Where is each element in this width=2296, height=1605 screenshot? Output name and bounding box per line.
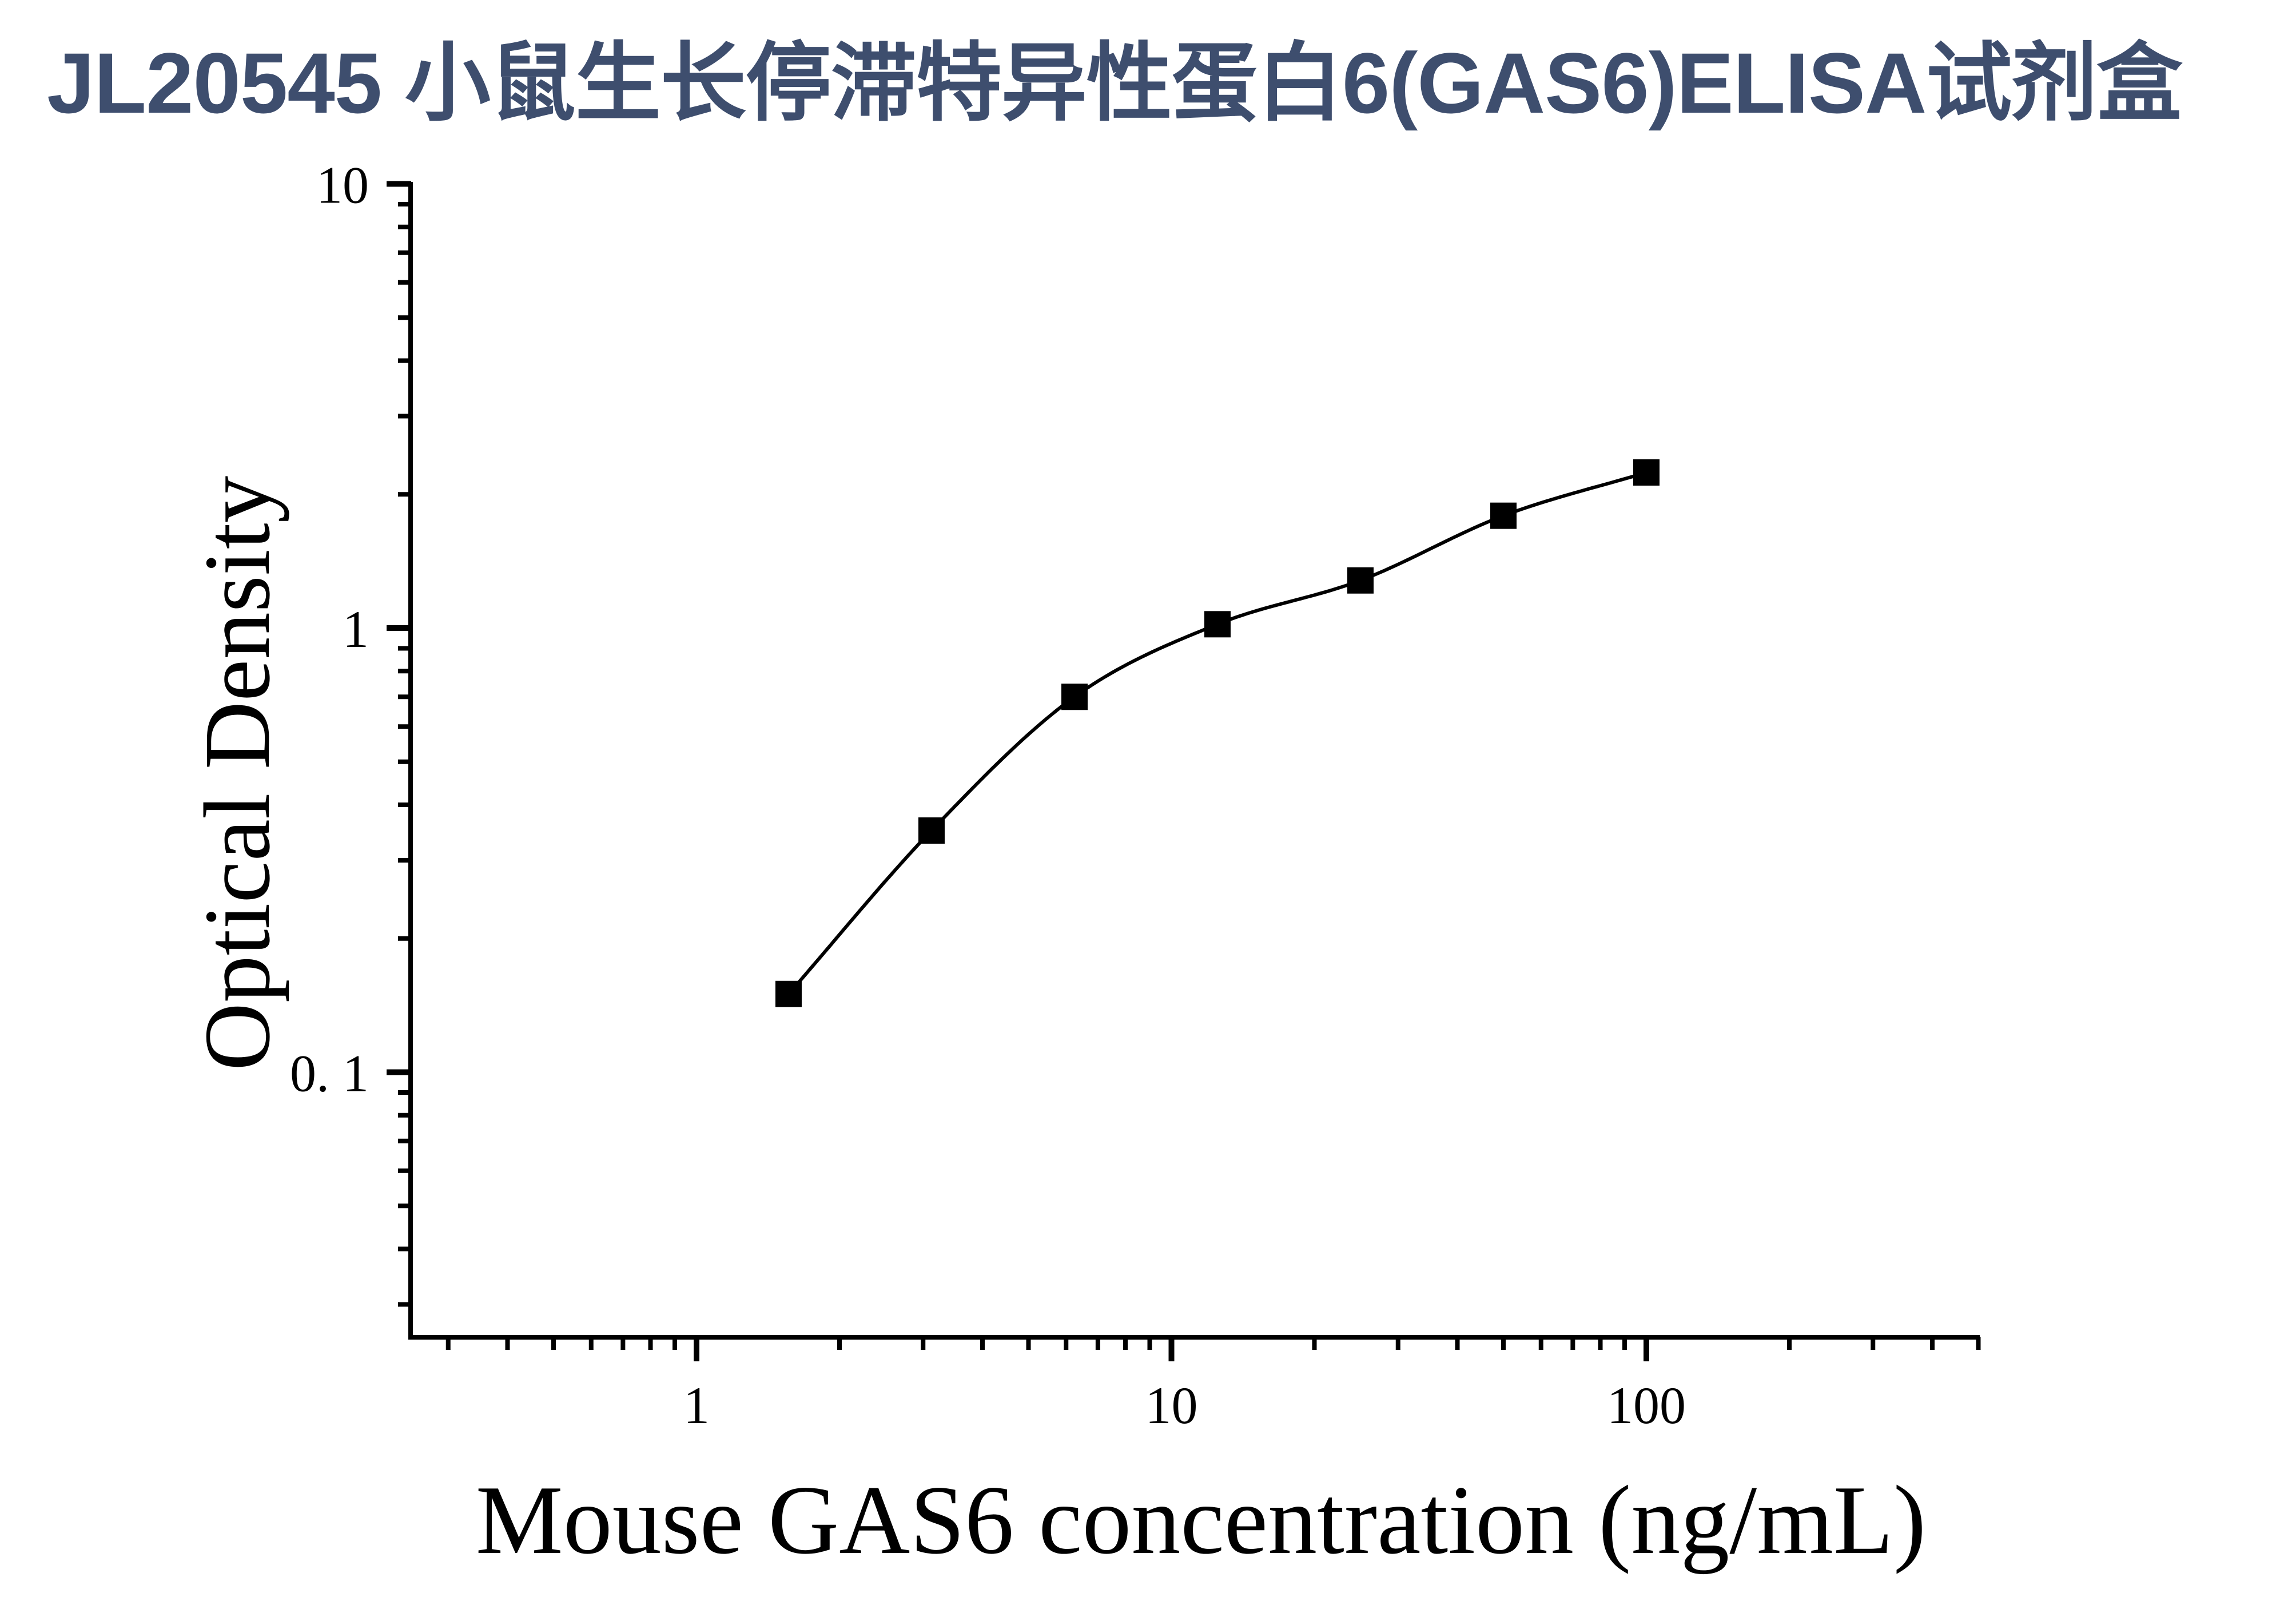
data-point-marker — [1347, 567, 1374, 594]
x-axis-ticks: 1 10 100 — [445, 1337, 1981, 1435]
y-tick-label: 1 — [343, 600, 369, 658]
page-title: JL20545 小鼠生长停滞特异性蛋白6(GAS6)ELISA试剂盒 — [47, 35, 2182, 131]
x-tick-label: 1 — [683, 1376, 710, 1435]
data-point-marker — [1061, 684, 1088, 710]
data-point-marker — [1490, 502, 1517, 529]
x-tick-label: 10 — [1145, 1376, 1198, 1435]
data-point-marker — [1633, 459, 1660, 486]
x-tick-label: 100 — [1607, 1376, 1686, 1435]
y-axis-label: Optical Density — [185, 475, 289, 1071]
y-tick-label: 0. 1 — [290, 1044, 369, 1103]
axis-frame — [408, 182, 1980, 1340]
y-axis-ticks: 10 1 0. 1 — [290, 156, 411, 1307]
y-tick-label: 10 — [316, 156, 369, 214]
fit-curve — [787, 471, 1647, 995]
data-point-marker — [775, 980, 802, 1007]
x-axis-label: Mouse GAS6 concentration (ng/mL) — [475, 1466, 1927, 1575]
data-points — [775, 459, 1660, 1007]
data-point-marker — [918, 817, 945, 844]
data-point-marker — [1204, 611, 1231, 638]
